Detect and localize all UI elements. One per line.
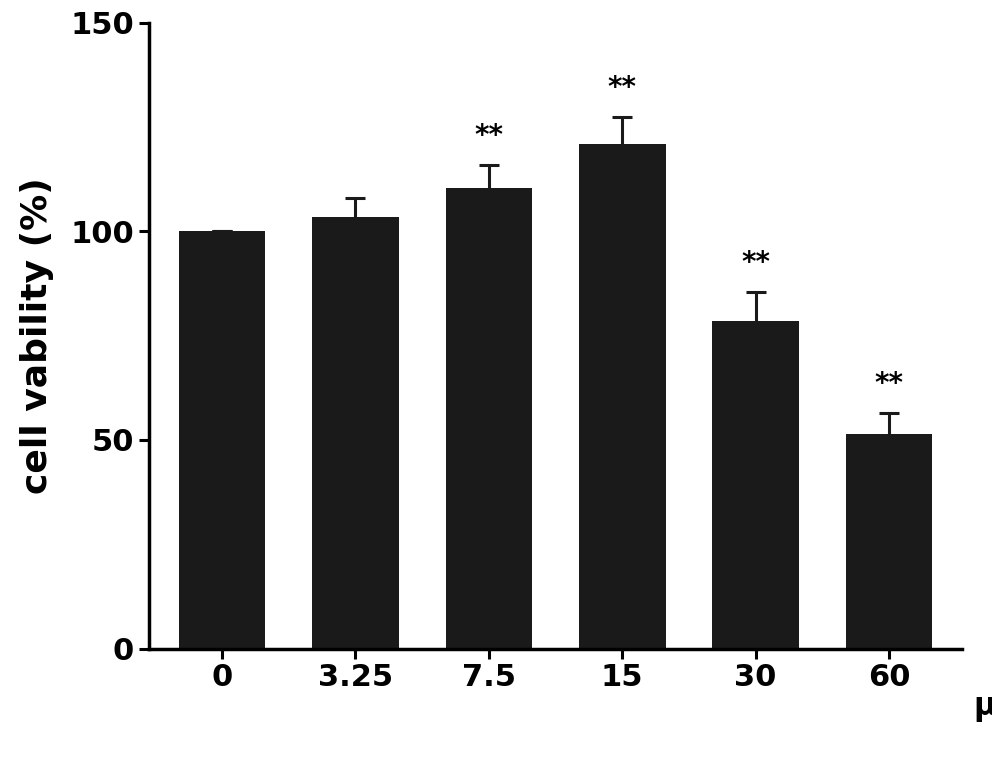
Text: μM: μM [973, 693, 992, 722]
Text: **: ** [741, 250, 770, 277]
Bar [712, 321, 799, 649]
Bar [445, 188, 532, 649]
Text: **: ** [474, 122, 503, 150]
Text: **: ** [608, 74, 637, 102]
Bar [312, 217, 399, 649]
Bar [579, 144, 666, 649]
Bar [179, 231, 266, 649]
Bar [845, 433, 932, 649]
Y-axis label: cell vability (%): cell vability (%) [20, 177, 54, 494]
Text: **: ** [874, 370, 904, 398]
